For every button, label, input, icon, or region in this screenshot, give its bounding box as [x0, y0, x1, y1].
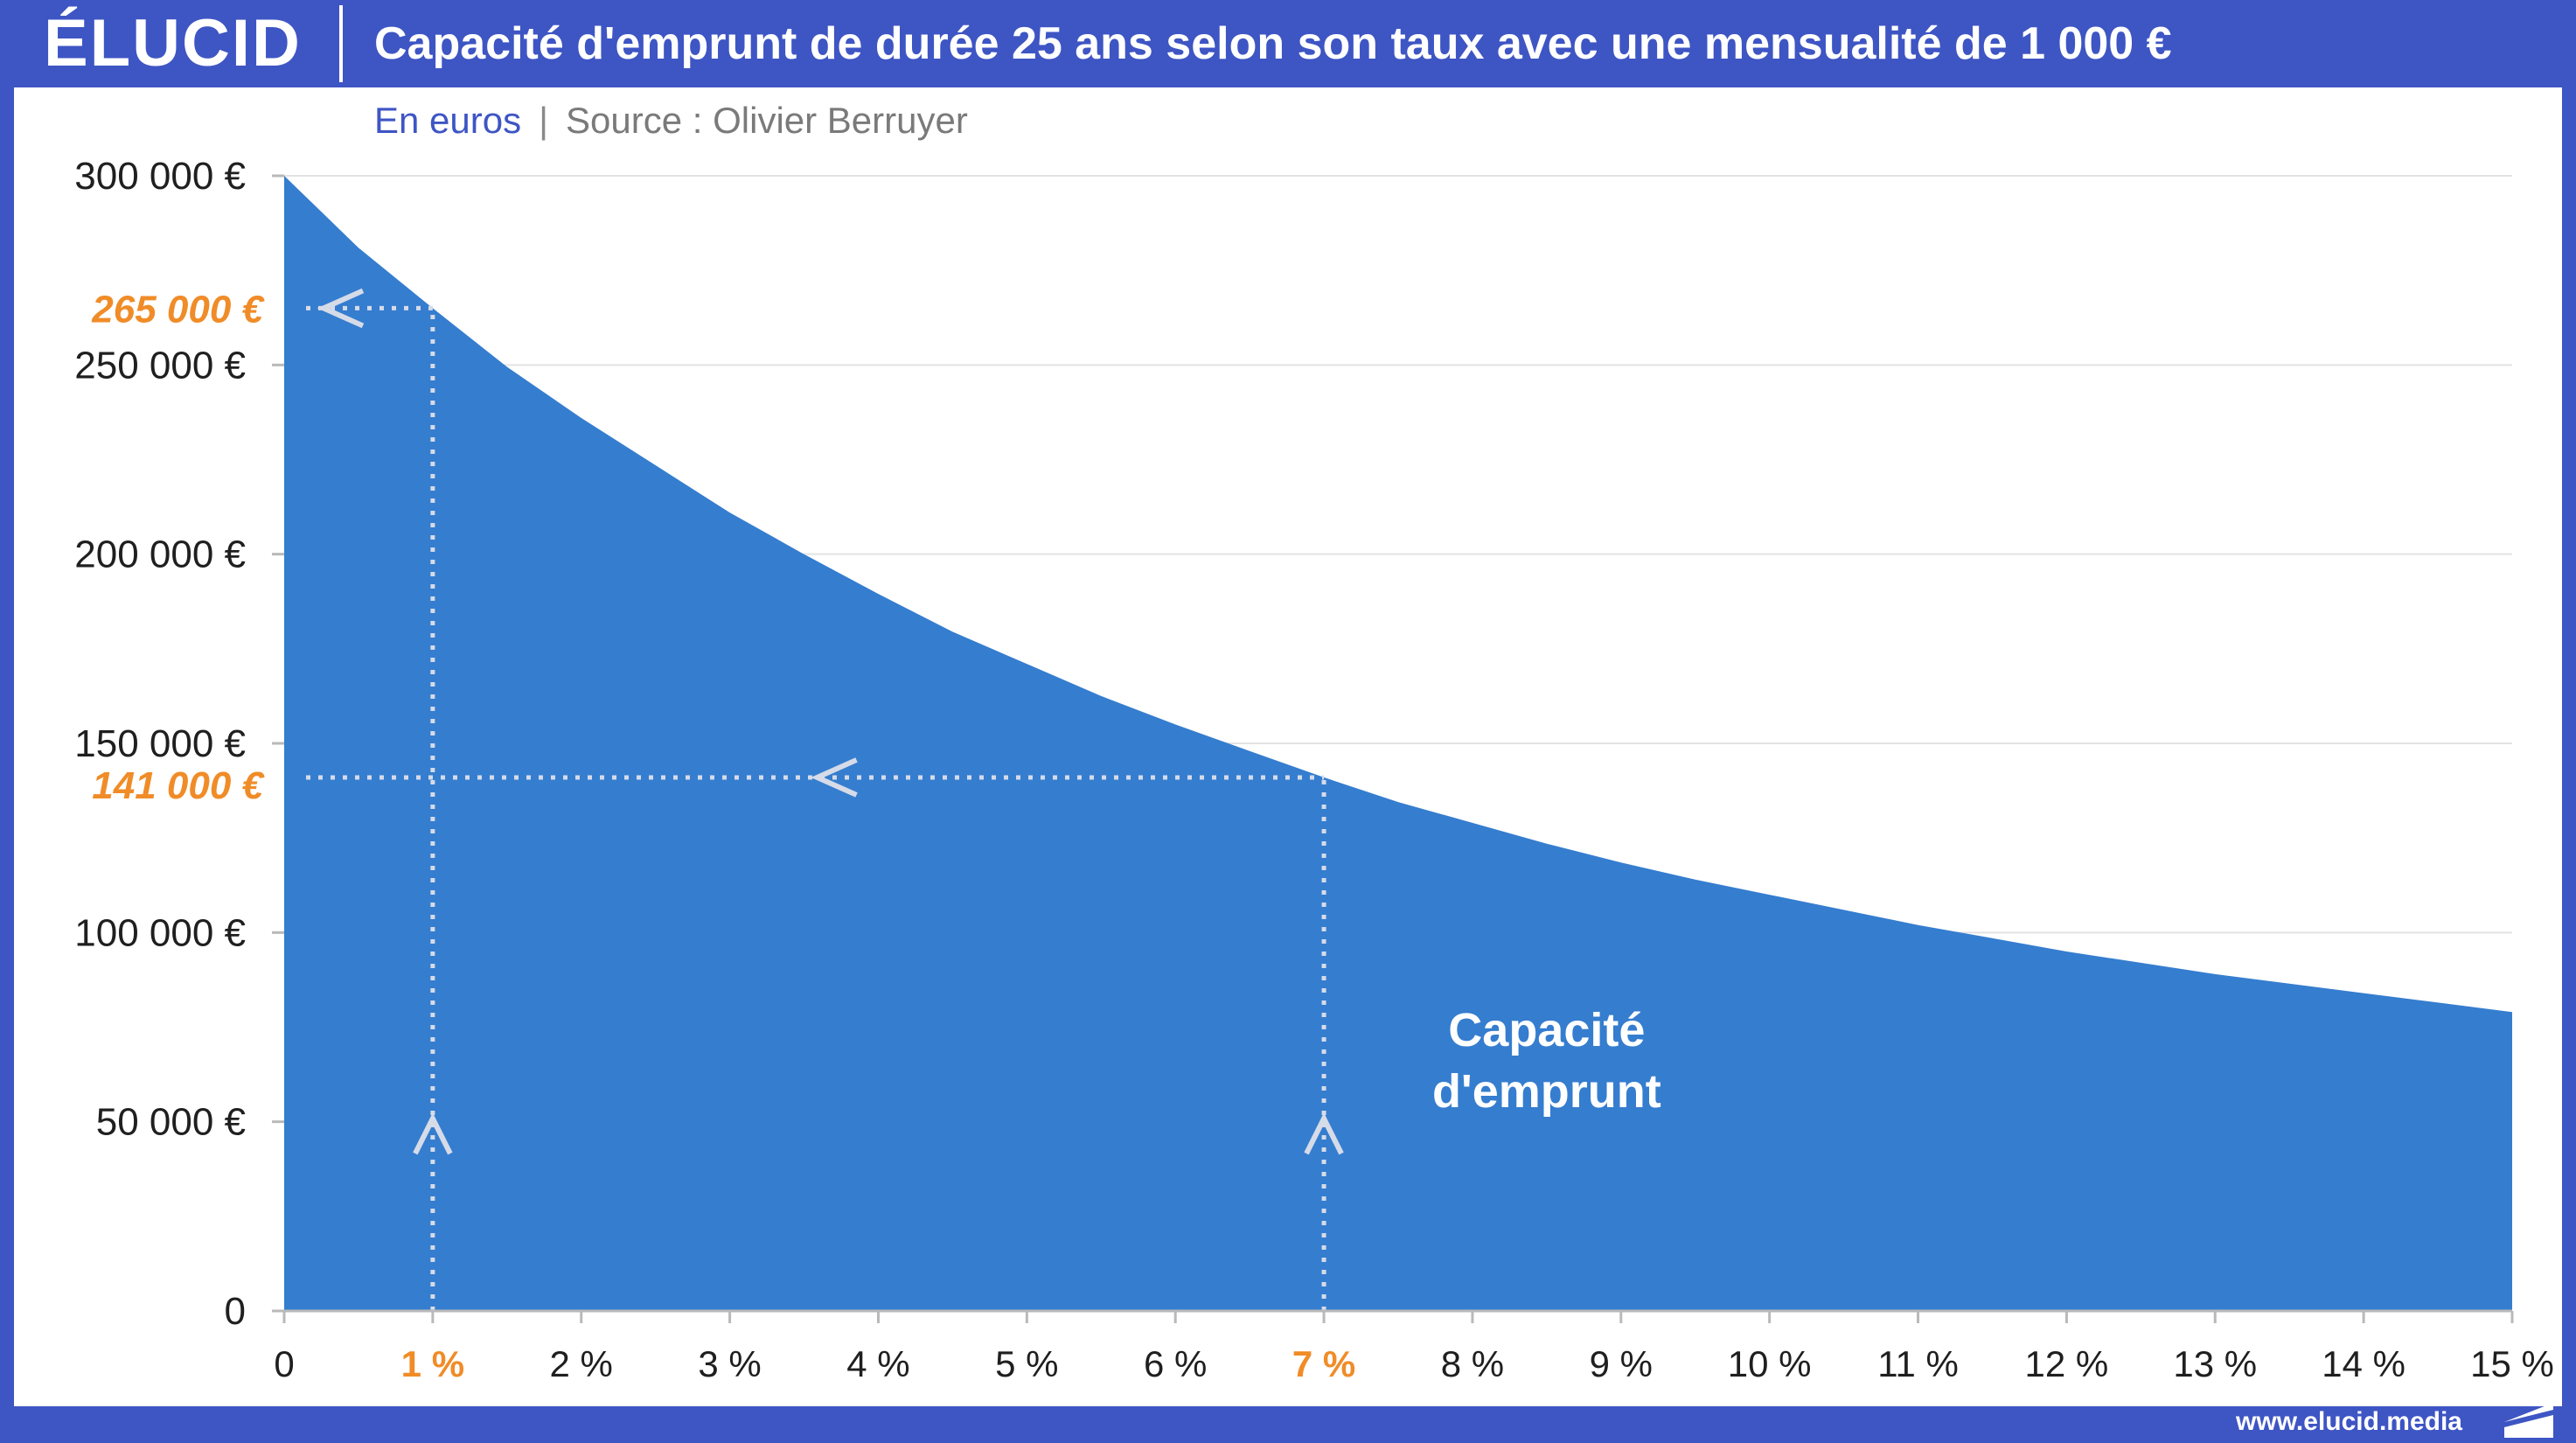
elucid-logo[interactable]: ÉLUCID: [44, 6, 302, 80]
highlight-y-label: 265 000 €: [91, 288, 265, 331]
x-tick-label: 6 %: [1144, 1343, 1207, 1384]
x-tick-label: 11 %: [1877, 1343, 1959, 1384]
x-tick-label: 13 %: [2173, 1343, 2257, 1384]
subtitle-separator: |: [539, 100, 549, 141]
header: ÉLUCID Capacité d'emprunt de durée 25 an…: [0, 0, 2576, 87]
area-label: d'emprunt: [1432, 1065, 1661, 1118]
area-series-capacite-emprunt: [284, 176, 2512, 1311]
x-tick-label: 1 %: [401, 1343, 464, 1384]
y-tick-label: 50 000 €: [96, 1101, 246, 1144]
page-title: Capacité d'emprunt de durée 25 ans selon…: [374, 18, 2172, 69]
arrow-left-icon: [811, 757, 858, 798]
x-tick-label: 7 %: [1292, 1343, 1355, 1384]
y-tick-label: 150 000 €: [74, 722, 246, 765]
source-label: Source : Olivier Berruyer: [566, 100, 968, 141]
y-tick-label: 250 000 €: [74, 344, 246, 387]
header-divider: [339, 5, 343, 82]
footer-url[interactable]: www.elucid.media: [2236, 1407, 2462, 1436]
x-tick-label: 15 %: [2470, 1343, 2554, 1384]
x-tick-label: 2 %: [550, 1343, 613, 1384]
x-tick-label: 12 %: [2025, 1343, 2109, 1384]
x-tick-label: 0: [274, 1343, 294, 1384]
x-tick-label: 10 %: [1728, 1343, 1812, 1384]
x-tick-label: 9 %: [1590, 1343, 1653, 1384]
arrow-up-icon: [1304, 1112, 1344, 1155]
y-tick-label: 300 000 €: [74, 155, 246, 198]
y-axis-ticks: 0 50 000 € 100 000 € 150 000 € 200 000 € 250 …: [74, 155, 284, 1333]
arrow-left-icon: [317, 288, 365, 329]
x-tick-label: 4 %: [846, 1343, 909, 1384]
x-tick-label: 5 %: [995, 1343, 1058, 1384]
y-tick-label: 200 000 €: [74, 533, 246, 576]
arrow-up-icon: [413, 1112, 453, 1155]
logo-mark-icon: [2504, 1403, 2553, 1438]
area-label: Capacité: [1448, 1004, 1645, 1056]
x-tick-label: 8 %: [1441, 1343, 1504, 1384]
y-tick-label: 100 000 €: [74, 911, 246, 954]
x-tick-label: 14 %: [2322, 1343, 2405, 1384]
y-tick-label: 0: [225, 1290, 246, 1333]
x-tick-label: 3 %: [698, 1343, 761, 1384]
highlight-labels: 265 000 € 141 000 €: [91, 288, 265, 807]
x-axis-ticks: 0 1 % 2 % 3 % 4 % 5 % 6 % 7 % 8 % 9 % 10 % 11 % 12 %…: [274, 1311, 2554, 1384]
unit-label: En euros: [374, 100, 522, 141]
area-annotations: Capacité d'emprunt: [1432, 1004, 1661, 1118]
subtitle: En euros | Source : Olivier Berruyer: [374, 96, 968, 145]
highlight-y-label: 141 000 €: [92, 764, 265, 807]
highlight-guides: [306, 288, 1344, 1311]
